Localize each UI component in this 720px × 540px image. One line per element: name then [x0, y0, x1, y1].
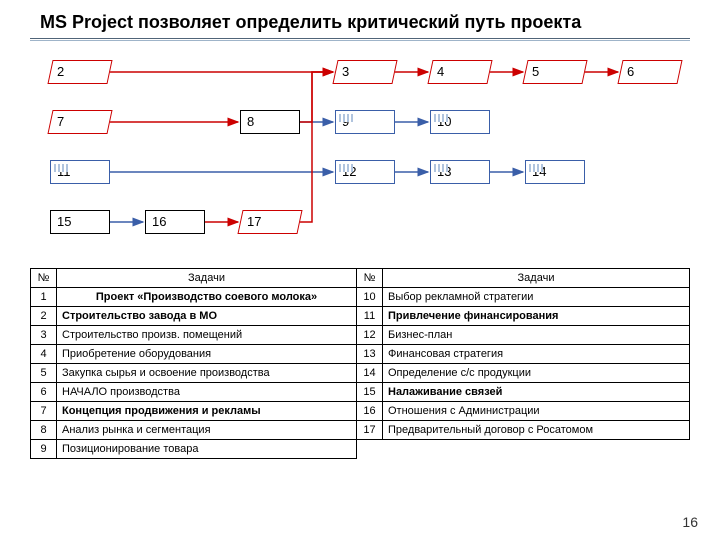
network-diagram: 2 3 4 5 6 7 8 9 10 11 12 13 14 15 16 17	[50, 50, 690, 260]
table-cell: Строительство произв. помещений	[57, 326, 357, 345]
table-cell: Закупка сырья и освоение производства	[57, 364, 357, 383]
diagram-node-6: 6	[617, 60, 682, 84]
table-row: 2Строительство завода в МО11Привлечение …	[31, 307, 690, 326]
table-cell: 8	[31, 421, 57, 440]
table-cell: Приобретение оборудования	[57, 345, 357, 364]
table-cell: Выбор рекламной стратегии	[383, 288, 690, 307]
table-cell: 3	[31, 326, 57, 345]
diagram-node-9: 9	[335, 110, 395, 134]
diagram-node-2: 2	[47, 60, 112, 84]
table-cell: Проект «Производство соевого молока»	[57, 288, 357, 307]
diagram-node-16: 16	[145, 210, 205, 234]
table-header-2: №	[357, 269, 383, 288]
table-cell: НАЧАЛО производства	[57, 383, 357, 402]
table-cell: Анализ рынка и сегментация	[57, 421, 357, 440]
table-cell: 13	[357, 345, 383, 364]
table-row: 3Строительство произв. помещений12Бизнес…	[31, 326, 690, 345]
table-cell: 10	[357, 288, 383, 307]
table-cell: Бизнес-план	[383, 326, 690, 345]
table-cell: Строительство завода в МО	[57, 307, 357, 326]
page-title: MS Project позволяет определить критичес…	[40, 12, 680, 33]
table-header-0: №	[31, 269, 57, 288]
table-cell: 2	[31, 307, 57, 326]
diagram-node-3: 3	[332, 60, 397, 84]
table-row: 4Приобретение оборудования13Финансовая с…	[31, 345, 690, 364]
table-cell	[357, 440, 383, 459]
table-cell: 16	[357, 402, 383, 421]
table-header-3: Задачи	[383, 269, 690, 288]
diagram-node-7: 7	[47, 110, 112, 134]
page-number: 16	[682, 514, 698, 530]
task-table: №Задачи№Задачи1Проект «Производство соев…	[30, 268, 690, 459]
table-row: 7Концепция продвижения и рекламы16Отноше…	[31, 402, 690, 421]
table-cell: 17	[357, 421, 383, 440]
table-row: 8Анализ рынка и сегментация17Предварител…	[31, 421, 690, 440]
diagram-node-11: 11	[50, 160, 110, 184]
edge-17-3	[300, 72, 333, 222]
diagram-node-15: 15	[50, 210, 110, 234]
table-cell: Предварительный договор с Росатомом	[383, 421, 690, 440]
diagram-node-14: 14	[525, 160, 585, 184]
table-header-1: Задачи	[57, 269, 357, 288]
table-row: 9Позиционирование товара	[31, 440, 690, 459]
table-cell: 1	[31, 288, 57, 307]
table-row: 6НАЧАЛО производства15Налаживание связей	[31, 383, 690, 402]
table-cell: 7	[31, 402, 57, 421]
table-cell: Определение с/с продукции	[383, 364, 690, 383]
table-cell: Позиционирование товара	[57, 440, 357, 459]
table-row: 1Проект «Производство соевого молока»10В…	[31, 288, 690, 307]
diagram-node-4: 4	[427, 60, 492, 84]
table-row: 5Закупка сырья и освоение производства14…	[31, 364, 690, 383]
diagram-node-8: 8	[240, 110, 300, 134]
table-cell: Финансовая стратегия	[383, 345, 690, 364]
table-cell: 6	[31, 383, 57, 402]
table-cell: 14	[357, 364, 383, 383]
table-cell	[383, 440, 690, 459]
diagram-node-5: 5	[522, 60, 587, 84]
diagram-node-17: 17	[237, 210, 302, 234]
diagram-node-10: 10	[430, 110, 490, 134]
diagram-node-13: 13	[430, 160, 490, 184]
table-cell: 15	[357, 383, 383, 402]
table-cell: 4	[31, 345, 57, 364]
table-cell: 12	[357, 326, 383, 345]
table-cell: 5	[31, 364, 57, 383]
diagram-node-12: 12	[335, 160, 395, 184]
title-underline	[30, 38, 690, 41]
table-cell: Налаживание связей	[383, 383, 690, 402]
table-cell: 9	[31, 440, 57, 459]
table-cell: Отношения с Администрации	[383, 402, 690, 421]
table-cell: 11	[357, 307, 383, 326]
edge-8-3	[300, 72, 333, 122]
table-cell: Привлечение финансирования	[383, 307, 690, 326]
table-cell: Концепция продвижения и рекламы	[57, 402, 357, 421]
